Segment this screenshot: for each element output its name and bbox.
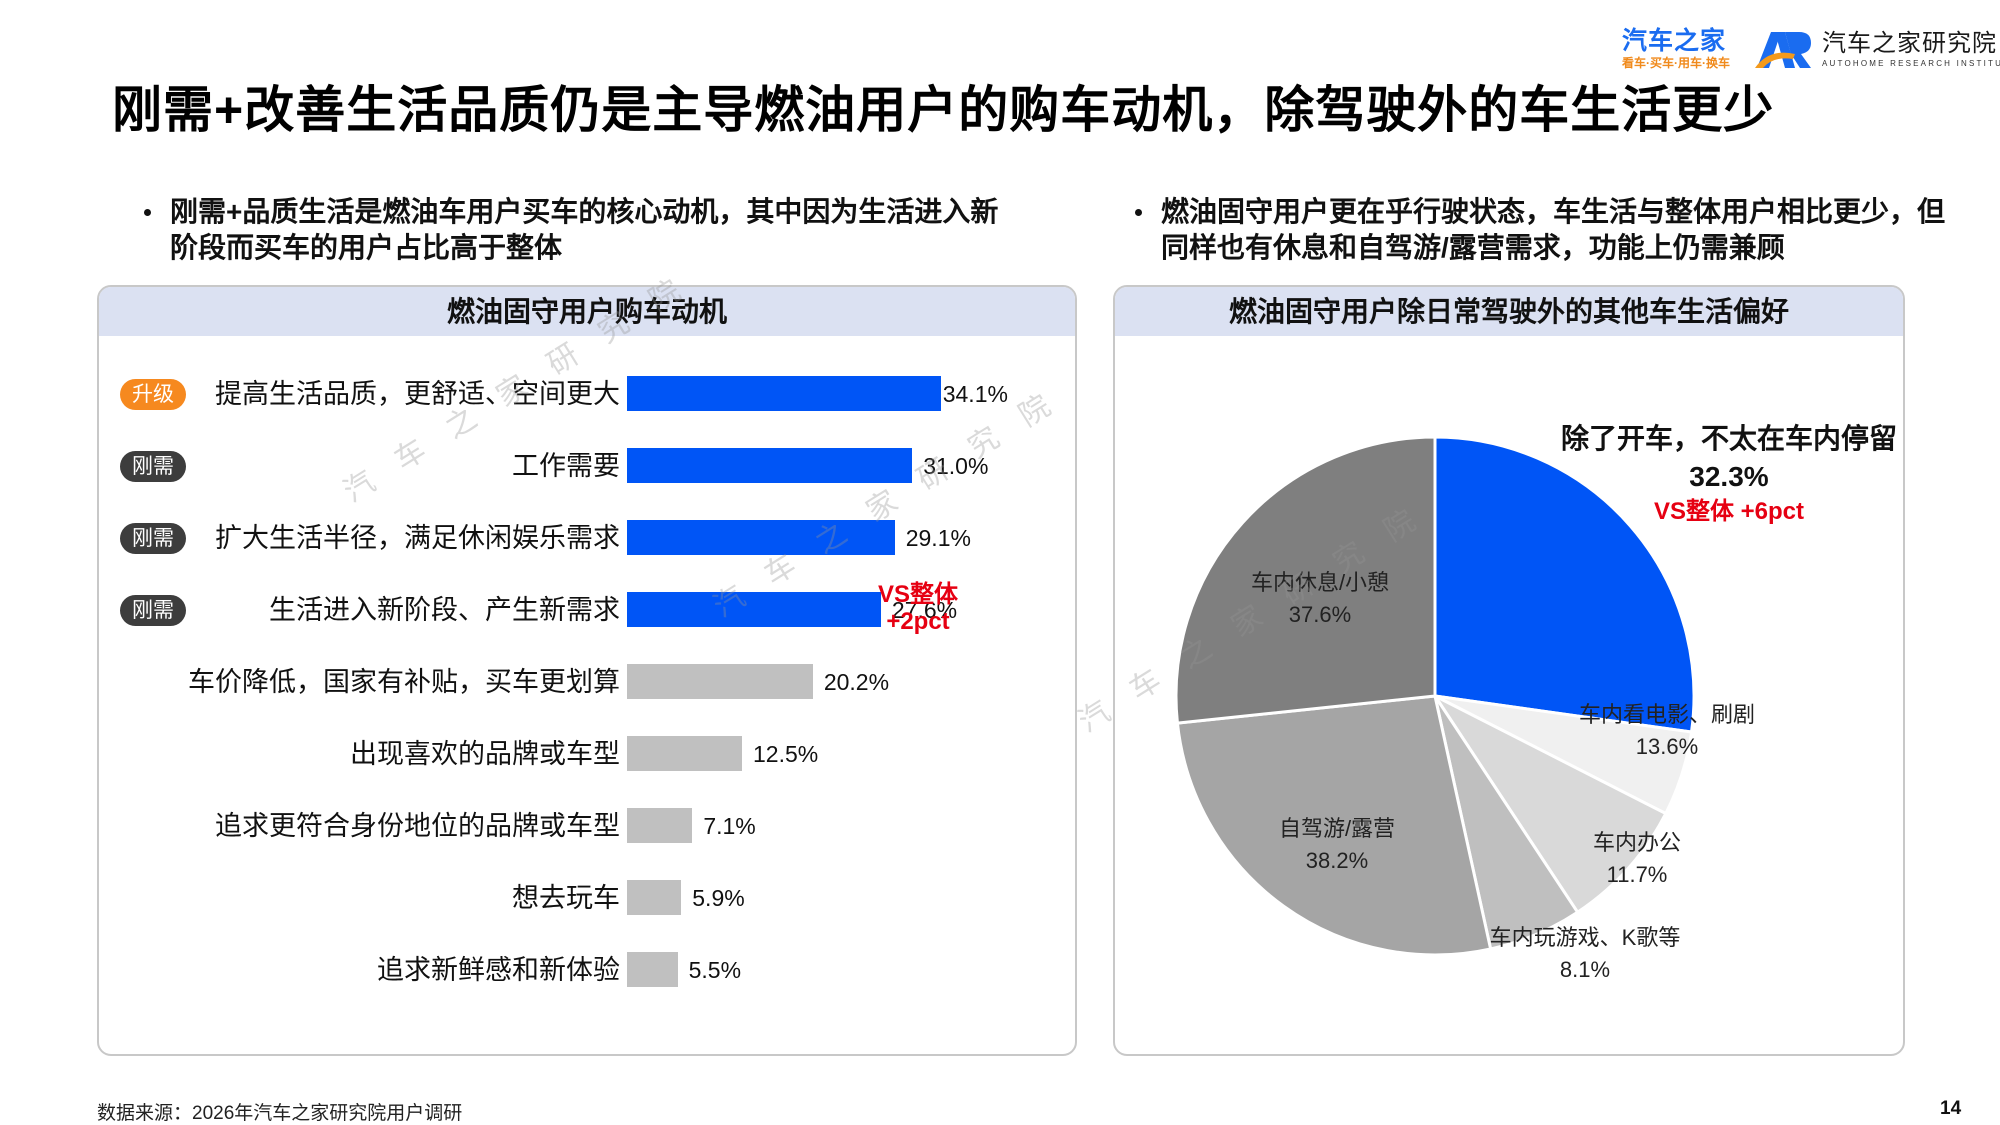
- bar: [627, 952, 678, 987]
- pie-slice-value: 8.1%: [1559, 957, 1611, 982]
- bar: [627, 736, 742, 771]
- bar-value-label: 5.9%: [692, 885, 745, 911]
- rigid-demand-badge: 刚需: [120, 451, 186, 482]
- bar-value-label: 34.1%: [942, 381, 1008, 407]
- bar-row: 追求更符合身份地位的品牌或车型 7.1%: [99, 808, 1075, 844]
- ar-logo-icon: [1755, 30, 1813, 70]
- bar-value-label: 20.2%: [823, 669, 890, 695]
- pie-slice-name: 车内休息/小憩: [1250, 570, 1390, 595]
- vs-overall-label: VS整体: [877, 581, 958, 608]
- vs-overall-delta: +2pct: [886, 608, 950, 635]
- pie-slice-name: 自驾游/露营: [1278, 816, 1396, 841]
- brand-logo-name: 汽车之家: [1622, 27, 1727, 55]
- car-life-preference-title: 燃油固守用户除日常驾驶外的其他车生活偏好: [1115, 287, 1903, 336]
- vs-overall-annotation: VS整体 +2pct: [877, 581, 959, 635]
- pie-slice-name: 车内玩游戏、K歌等: [1489, 925, 1681, 950]
- bar: [627, 664, 813, 699]
- pie-slice-label: 车内办公 11.7%: [1593, 827, 1681, 891]
- bar-row: 刚需 扩大生活半径，满足休闲娱乐需求 29.1%: [99, 520, 1075, 556]
- institute-logo-english: AUTOHOME RESEARCH INSTITUTE: [1822, 59, 2000, 68]
- pie-slice-label: 车内玩游戏、K歌等 8.1%: [1490, 922, 1681, 986]
- pie-slice-value: 11.7%: [1606, 862, 1668, 887]
- bar-value-label: 27.6%: [891, 597, 958, 623]
- highlight-callout: 除了开车，不太在车内停留 32.3% VS整体 +6pct: [1561, 420, 1897, 528]
- pie-svg: [1174, 435, 1696, 957]
- pie-slice-value: 38.2%: [1305, 848, 1369, 873]
- page-title: 刚需+改善生活品质仍是主导燃油用户的购车动机，除驾驶外的车生活更少: [112, 82, 1775, 138]
- callout-value: 32.3%: [1689, 461, 1769, 492]
- bar-row: 车价降低，国家有补贴，买车更划算 20.2%: [99, 664, 1075, 700]
- bar-category-label: 生活进入新阶段、产生新需求: [269, 595, 620, 625]
- left-bullet-text: 刚需+品质生活是燃油车用户买车的核心动机，其中因为生活进入新阶段而买车的用户占比…: [142, 194, 1010, 266]
- bar-value-label: 12.5%: [753, 741, 819, 767]
- pie-slice: [1175, 694, 1493, 957]
- pie-slice-label: 车内休息/小憩 37.6%: [1251, 567, 1389, 631]
- bar-row: 出现喜欢的品牌或车型 12.5%: [99, 736, 1075, 772]
- bar-row: 刚需 生活进入新阶段、产生新需求 27.6%: [99, 592, 1075, 628]
- bar-category-label: 追求更符合身份地位的品牌或车型: [215, 811, 620, 841]
- bar-category-label: 工作需要: [512, 451, 620, 481]
- data-source-note: 数据来源：2026年汽车之家研究院用户调研: [97, 1103, 463, 1124]
- purchase-motivation-title: 燃油固守用户购车动机: [99, 287, 1075, 336]
- bar-row: 升级 提高生活品质，更舒适、空间更大 34.1%: [99, 376, 1075, 412]
- bar-value-label: 31.0%: [923, 453, 989, 479]
- bar-category-label: 提高生活品质，更舒适、空间更大: [215, 379, 620, 409]
- pie-slice-label: 自驾游/露营 38.2%: [1279, 813, 1395, 877]
- pie-slice: [1433, 435, 1696, 734]
- bar: [627, 520, 895, 555]
- bar: [627, 808, 693, 843]
- bar-value-label: 5.5%: [688, 957, 742, 983]
- pie-slice: [1430, 692, 1668, 915]
- page-number: 14: [1940, 1098, 1962, 1119]
- bar: [627, 376, 941, 411]
- institute-logo: 汽车之家研究院 AUTOHOME RESEARCH INSTITUTE: [1822, 30, 2000, 70]
- bar: [627, 880, 682, 915]
- pie-slice-value: 13.6%: [1635, 734, 1699, 759]
- bar-row: 想去玩车 5.9%: [99, 880, 1075, 916]
- bar-category-label: 想去玩车: [512, 883, 620, 913]
- bar-row: 追求新鲜感和新体验 5.5%: [99, 952, 1075, 988]
- right-bullet-text: 燃油固守用户更在乎行驶状态，车生活与整体用户相比更少，但同样也有休息和自驾游/露…: [1133, 194, 1961, 266]
- bar: [627, 592, 881, 627]
- bar-category-label: 出现喜欢的品牌或车型: [350, 739, 620, 769]
- bar-value-label: 7.1%: [703, 813, 756, 839]
- purchase-motivation-panel: 燃油固守用户购车动机 升级 提高生活品质，更舒适、空间更大 34.1% 刚需 工作需要 3…: [97, 285, 1077, 1056]
- callout-delta: VS整体 +6pct: [1653, 498, 1805, 525]
- upgrade-badge: 升级: [120, 379, 186, 410]
- institute-logo-name: 汽车之家研究院: [1822, 30, 1997, 57]
- bar-category-label: 追求新鲜感和新体验: [377, 955, 620, 985]
- callout-title: 除了开车，不太在车内停留: [1560, 423, 1898, 454]
- pie-slice-value: 37.6%: [1288, 602, 1352, 627]
- bar-category-label: 车价降低，国家有补贴，买车更划算: [188, 667, 620, 697]
- brand-logo-tagline: 看车·买车·用车·换车: [1622, 56, 1730, 70]
- bar: [627, 448, 913, 483]
- bar-row: 刚需 工作需要 31.0%: [99, 448, 1075, 484]
- pie-slice: [1174, 435, 1437, 725]
- rigid-demand-badge: 刚需: [120, 595, 186, 626]
- bar-category-label: 扩大生活半径，满足休闲娱乐需求: [215, 523, 620, 553]
- bar-value-label: 29.1%: [905, 525, 971, 551]
- car-life-preference-panel: 燃油固守用户除日常驾驶外的其他车生活偏好 车内看电影、刷剧 13.6% 车内办公 11…: [1113, 285, 1905, 1056]
- rigid-demand-badge: 刚需: [120, 523, 186, 554]
- pie-slice-name: 车内办公: [1592, 830, 1682, 855]
- autohome-brand-logo: 汽车之家 看车·买车·用车·换车: [1622, 26, 1732, 70]
- pie-slice-label: 车内看电影、刷剧 13.6%: [1579, 699, 1755, 763]
- pie-slice-name: 车内看电影、刷剧: [1578, 702, 1756, 727]
